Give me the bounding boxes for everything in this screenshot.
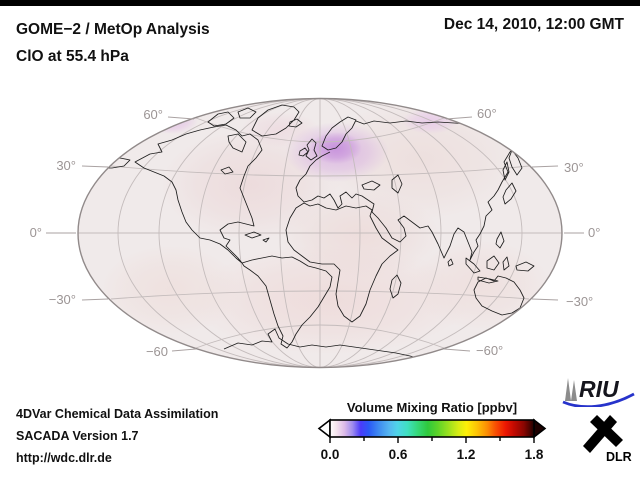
lat-label-left-m60: −60 <box>146 344 168 359</box>
latitude-ticks <box>46 116 584 352</box>
title-line2: ClO at 55.4 hPa <box>16 48 129 65</box>
colorbar-left-arrow <box>317 418 331 439</box>
lat-label-left-m30: −30° <box>49 292 76 307</box>
datetime-label: Dec 14, 2010, 12:00 GMT <box>443 16 624 33</box>
graticule <box>78 98 562 368</box>
riu-logo: RIU <box>560 371 638 408</box>
footer-credits: 4DVar Chemical Data Assimilation SACADA … <box>16 403 218 469</box>
credit-line2: SACADA Version 1.7 <box>16 429 139 443</box>
colorbar-title: Volume Mixing Ratio [ppbv] <box>347 400 517 415</box>
cathedral-icon <box>565 378 577 401</box>
colorbar-right-arrow <box>533 418 547 439</box>
dlr-emblem-icon <box>583 415 623 453</box>
lat-label-right-m30: −30° <box>566 294 593 309</box>
top-black-bar <box>0 0 640 6</box>
colorbar: Volume Mixing Ratio [ppbv] 0.0 0.6 1.2 1… <box>312 397 552 469</box>
dlr-logo-svg: DLR <box>583 415 632 464</box>
colorbar-tick-1.8: 1.8 <box>525 447 544 462</box>
colorbar-svg: Volume Mixing Ratio [ppbv] 0.0 0.6 1.2 1… <box>317 400 547 462</box>
page-title: GOME−2 / MetOp Analysis ClO at 55.4 hPa <box>16 16 210 70</box>
dlr-wordmark: DLR <box>606 450 632 464</box>
lat-label-right-30: 30° <box>564 160 584 175</box>
riu-wordmark: RIU <box>579 376 620 402</box>
lat-label-right-0: 0° <box>588 225 600 240</box>
colorbar-tick-0.6: 0.6 <box>389 447 408 462</box>
lat-label-right-m60: −60° <box>476 343 503 358</box>
colorbar-tick-1.2: 1.2 <box>457 447 476 462</box>
riu-swoosh <box>562 392 635 408</box>
credit-line3: http://wdc.dlr.de <box>16 451 112 465</box>
riu-logo-svg: RIU <box>562 376 635 408</box>
lat-label-left-60: 60° <box>143 107 163 122</box>
lat-label-right-60: 60° <box>477 106 497 121</box>
title-line1: GOME−2 / MetOp Analysis <box>16 21 210 38</box>
latitude-labels: 60° 30° 0° −30° −60 60° 30° 0° −30° −60° <box>30 106 601 359</box>
colorbar-gradient-bar <box>329 419 535 438</box>
colorbar-tick-0.0: 0.0 <box>321 447 340 462</box>
credit-line1: 4DVar Chemical Data Assimilation <box>16 407 219 421</box>
lat-label-left-30: 30° <box>56 158 76 173</box>
colorbar-ticks <box>329 437 535 443</box>
map-outline <box>77 97 563 369</box>
lat-label-left-0: 0° <box>30 225 42 240</box>
dlr-logo: DLR <box>574 409 632 465</box>
